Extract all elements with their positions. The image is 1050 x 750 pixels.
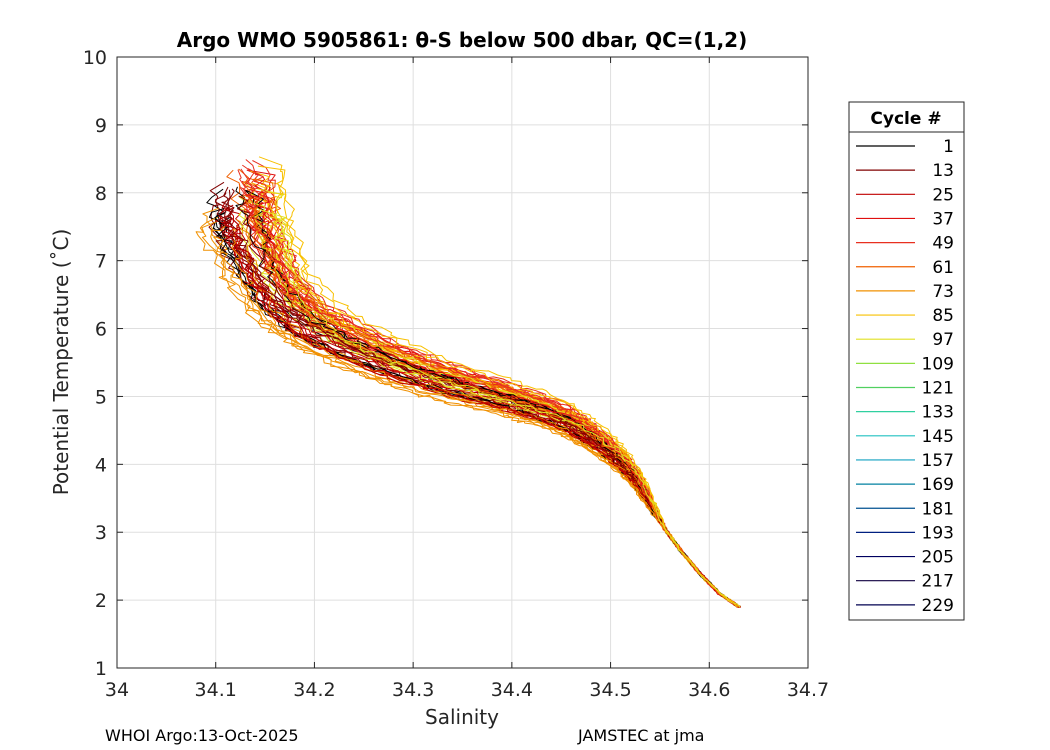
legend-label: 217	[922, 572, 954, 592]
y-tick-label: 9	[95, 115, 107, 137]
legend-label: 205	[922, 548, 954, 568]
legend: Cycle # 1 13 25 37 49 61 73 85 97 109 121 133 145 157…	[848, 101, 965, 621]
y-tick-label: 5	[95, 386, 107, 408]
profile-line-cycle-73-7	[210, 225, 741, 607]
x-tick-label: 34.4	[491, 679, 533, 701]
legend-label: 13	[932, 161, 954, 181]
plot-frame	[116, 56, 809, 669]
legend-label: 1	[943, 137, 954, 157]
x-tick-label: 34.2	[293, 679, 335, 701]
profile-line-cycle-85-7	[257, 165, 738, 608]
legend-label: 157	[922, 451, 954, 471]
legend-label: 133	[922, 403, 954, 423]
legend-label: 169	[922, 475, 954, 495]
y-tick-label: 2	[95, 590, 107, 612]
footer-credit: JAMSTEC at jma	[578, 726, 705, 745]
legend-label: 61	[932, 258, 954, 278]
legend-label: 97	[932, 330, 954, 350]
legend-box	[848, 101, 965, 621]
legend-label: 181	[922, 499, 954, 519]
chart-title: Argo WMO 5905861: θ-S below 500 dbar, QC…	[177, 28, 747, 52]
legend-label: 49	[932, 234, 954, 254]
legend-label: 37	[932, 209, 954, 229]
axis-ticks: 34 34.1 34.2 34.3 34.4 34.5 34.6 34.71234567891…	[83, 47, 829, 701]
legend-label: 85	[932, 306, 954, 326]
y-tick-label: 8	[95, 183, 107, 205]
x-tick-label: 34	[105, 679, 129, 701]
legend-label: 229	[922, 596, 954, 616]
y-tick-label: 1	[95, 658, 107, 680]
y-tick-label: 4	[95, 454, 107, 476]
y-tick-label: 7	[95, 251, 107, 273]
x-tick-label: 34.7	[787, 679, 829, 701]
legend-label: 193	[922, 523, 954, 543]
x-axis-label: Salinity	[425, 705, 499, 729]
legend-label: 25	[932, 185, 954, 205]
legend-label: 73	[932, 282, 954, 302]
y-tick-label: 10	[83, 47, 107, 69]
legend-label: 145	[922, 427, 954, 447]
profile-lines	[195, 156, 741, 609]
x-tick-label: 34.3	[392, 679, 434, 701]
footer-source: WHOI Argo:13-Oct-2025	[105, 726, 299, 745]
x-tick-label: 34.6	[688, 679, 730, 701]
legend-label: 109	[922, 354, 954, 374]
x-tick-label: 34.5	[589, 679, 631, 701]
legend-entries: 1 13 25 37 49 61 73 85 97 109 121 133 145 157 169 181 19…	[856, 137, 954, 616]
y-tick-label: 6	[95, 319, 107, 341]
legend-label: 121	[922, 379, 954, 399]
profile-line-cycle-97-7	[258, 208, 741, 608]
y-axis-label: Potential Temperature (˚C)	[49, 229, 73, 496]
y-tick-label: 3	[95, 522, 107, 544]
legend-title: Cycle #	[870, 109, 941, 129]
x-tick-label: 34.1	[195, 679, 237, 701]
